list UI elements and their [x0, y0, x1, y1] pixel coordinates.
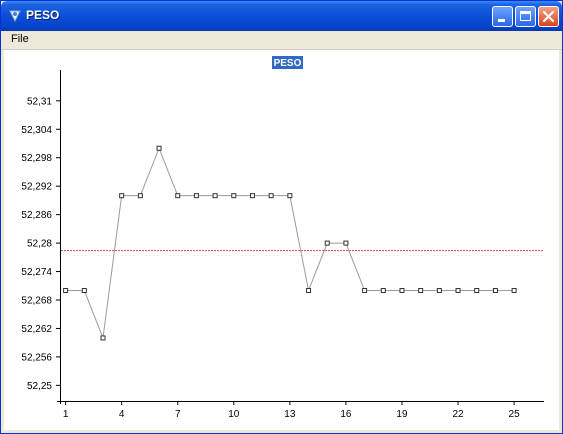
- x-tick-label: 16: [340, 409, 352, 420]
- data-point: [362, 288, 368, 294]
- y-tick-label: 52,268: [21, 295, 52, 306]
- maximize-icon: [520, 11, 531, 21]
- x-tick: 10: [228, 401, 240, 420]
- y-tick-label: 52,292: [21, 182, 52, 193]
- y-tick: 52,262: [21, 324, 60, 335]
- close-button[interactable]: [538, 6, 559, 27]
- chart-title-background: [272, 56, 303, 69]
- title-bar[interactable]: PESO: [1, 1, 562, 31]
- y-tick: 52,28: [27, 239, 60, 250]
- x-tick: 19: [396, 401, 408, 420]
- data-point: [287, 193, 293, 199]
- x-tick: 4: [119, 401, 125, 420]
- data-point: [474, 288, 480, 294]
- data-point: [380, 288, 386, 294]
- data-point: [156, 145, 162, 151]
- y-tick: 52,304: [21, 125, 60, 136]
- x-tick-label: 1: [63, 409, 69, 420]
- y-tick-label: 52,274: [21, 267, 52, 278]
- data-point: [324, 240, 330, 246]
- data-point: [231, 193, 237, 199]
- line-chart: PESO 52,25 52,256 52,262 52,268 52,274 52,28 5…: [21, 56, 544, 420]
- menu-bar: File: [1, 31, 562, 50]
- minimize-icon: [498, 19, 505, 22]
- y-tick-label: 52,25: [27, 381, 52, 392]
- x-tick: 13: [284, 401, 296, 420]
- y-tick-label: 52,31: [27, 96, 52, 107]
- data-point: [343, 240, 349, 246]
- minimize-button[interactable]: [492, 6, 513, 27]
- series-line: [65, 146, 515, 340]
- data-point: [249, 193, 255, 199]
- x-tick-label: 10: [228, 409, 240, 420]
- x-tick-label: 25: [509, 409, 521, 420]
- y-tick-label: 52,304: [21, 125, 52, 136]
- data-point: [119, 193, 125, 199]
- data-point: [436, 288, 442, 294]
- close-icon: [542, 10, 555, 23]
- data-point: [137, 193, 143, 199]
- data-point: [492, 288, 498, 294]
- data-point: [212, 193, 218, 199]
- y-tick-label: 52,256: [21, 352, 52, 363]
- data-point: [455, 288, 461, 294]
- data-point: [418, 288, 424, 294]
- y-tick: 52,268: [21, 295, 60, 306]
- data-point: [193, 193, 199, 199]
- y-tick-label: 52,298: [21, 153, 52, 164]
- x-tick: 25: [509, 401, 521, 420]
- window-title: PESO: [26, 8, 60, 22]
- x-tick: 22: [452, 401, 464, 420]
- y-tick: 52,256: [21, 352, 60, 363]
- data-point: [100, 335, 106, 341]
- data-point: [175, 193, 181, 199]
- plot-area: PESO 52,25 52,256 52,262 52,268 52,274 52,28 5…: [4, 50, 559, 430]
- x-tick: 16: [340, 401, 352, 420]
- x-tick-label: 19: [396, 409, 408, 420]
- y-tick: 52,292: [21, 182, 60, 193]
- chart-title: PESO: [274, 58, 302, 69]
- y-tick: 52,31: [27, 96, 60, 107]
- x-tick-label: 7: [175, 409, 181, 420]
- app-icon: [9, 10, 21, 23]
- y-tick: 52,286: [21, 210, 60, 221]
- y-tick-label: 52,286: [21, 210, 52, 221]
- data-point: [81, 288, 87, 294]
- data-point: [268, 193, 274, 199]
- data-point: [306, 288, 312, 294]
- menu-file[interactable]: File: [11, 33, 29, 45]
- data-point: [511, 288, 517, 294]
- y-tick-label: 52,262: [21, 324, 52, 335]
- maximize-button[interactable]: [515, 6, 536, 27]
- x-tick: 7: [175, 401, 181, 420]
- x-tick-label: 22: [452, 409, 464, 420]
- y-tick: 52,274: [21, 267, 60, 278]
- data-point: [399, 288, 405, 294]
- y-tick-label: 52,28: [27, 239, 52, 250]
- data-point: [63, 288, 69, 294]
- x-tick: 1: [63, 401, 69, 420]
- y-tick: 52,25: [27, 381, 60, 392]
- y-tick: 52,298: [21, 153, 60, 164]
- x-tick-label: 13: [284, 409, 296, 420]
- x-tick-label: 4: [119, 409, 125, 420]
